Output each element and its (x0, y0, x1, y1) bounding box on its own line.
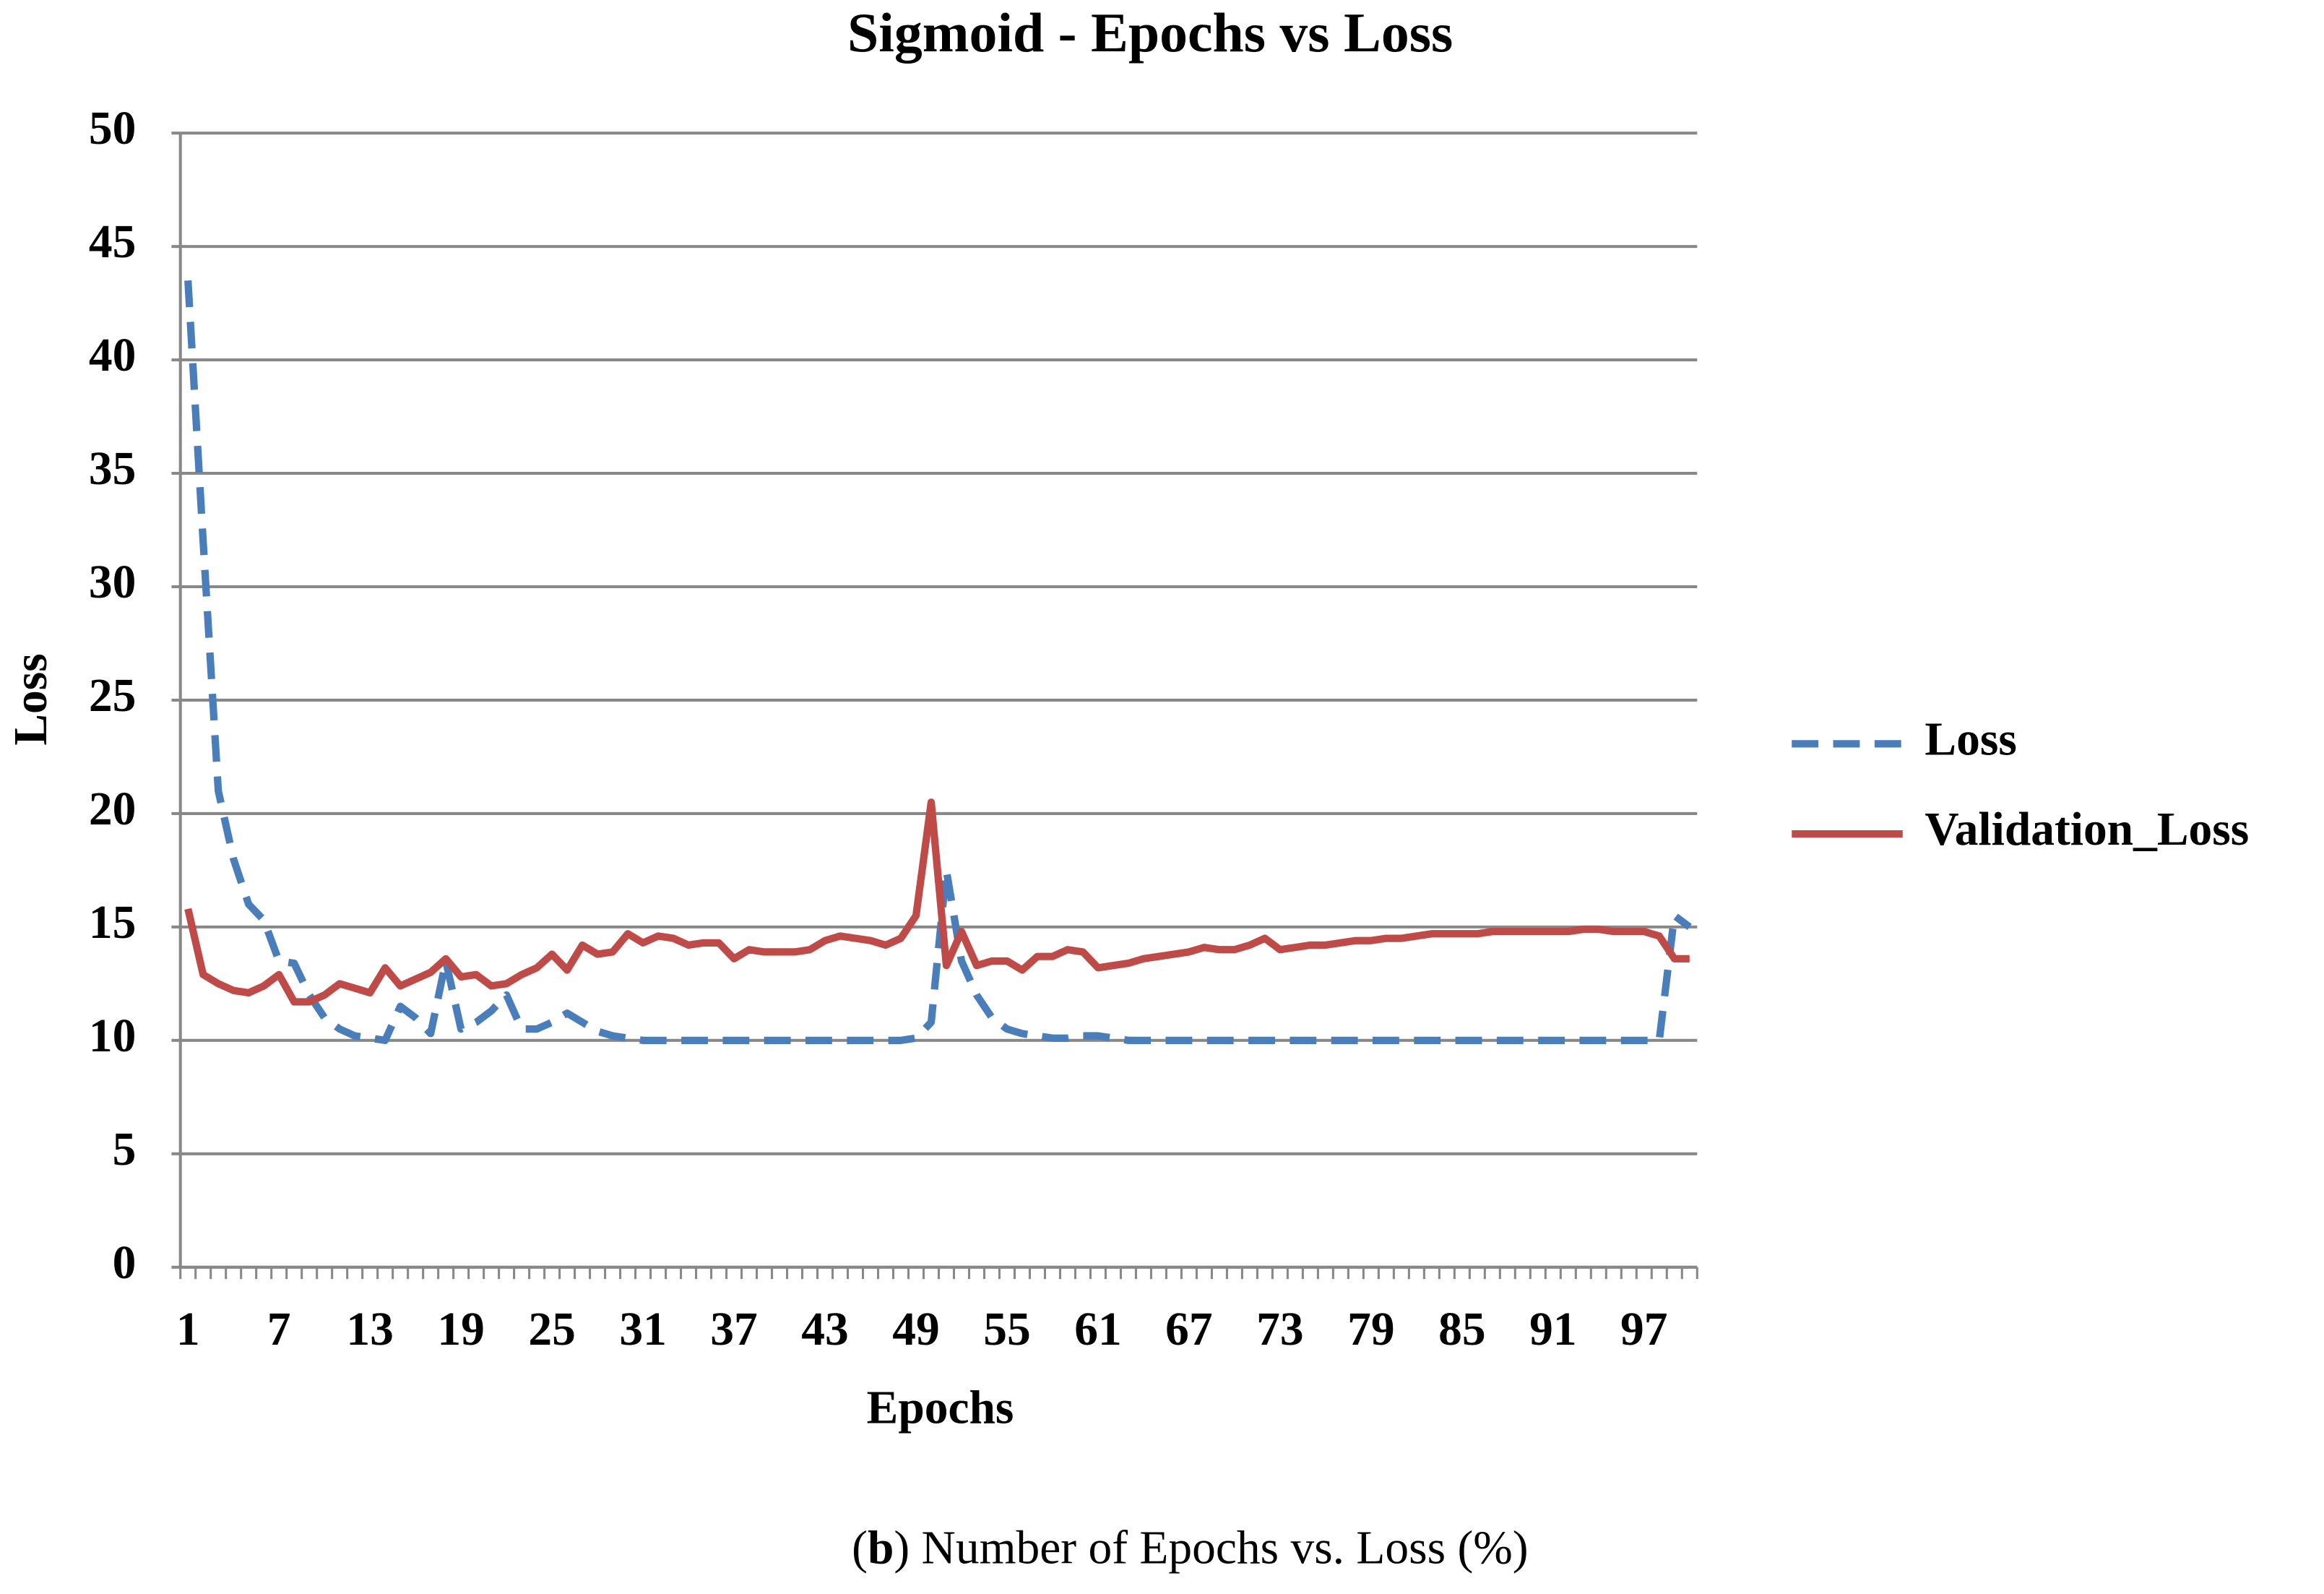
legend-label: Loss (1925, 713, 2016, 765)
x-tick-label: 85 (1438, 1304, 1485, 1356)
y-tick-label: 10 (89, 1010, 136, 1062)
x-axis-title: Epochs (867, 1382, 1014, 1434)
chart-title: Sigmoid - Epochs vs Loss (847, 1, 1453, 64)
x-tick-label: 55 (983, 1304, 1030, 1356)
x-tick-label: 37 (710, 1304, 757, 1356)
x-tick-label: 13 (346, 1304, 393, 1356)
x-tick-label: 43 (801, 1304, 848, 1356)
y-tick-label: 0 (113, 1237, 137, 1289)
x-tick-label: 73 (1256, 1304, 1303, 1356)
y-axis-title: Loss (5, 653, 57, 745)
legend-label: Validation_Loss (1925, 804, 2249, 856)
x-tick-label: 61 (1074, 1304, 1121, 1356)
caption-part: ) Number of Epochs vs. Loss (%) (894, 1522, 1528, 1574)
y-tick-label: 30 (89, 556, 136, 608)
y-tick-label: 20 (89, 783, 136, 835)
x-tick-label: 79 (1347, 1304, 1394, 1356)
series-line (184, 798, 1690, 1006)
x-tick-label: 1 (176, 1304, 200, 1356)
x-tick-label: 97 (1620, 1304, 1667, 1356)
x-tick-label: 67 (1165, 1304, 1212, 1356)
x-tick-label: 19 (437, 1304, 484, 1356)
y-tick-label: 45 (89, 216, 136, 268)
y-tick-label: 35 (89, 443, 136, 495)
x-tick-label: 49 (892, 1304, 939, 1356)
x-tick-label: 7 (267, 1304, 291, 1356)
caption-part: ( (852, 1522, 868, 1574)
y-tick-label: 50 (89, 103, 136, 155)
y-tick-label: 40 (89, 329, 136, 382)
y-tick-label: 5 (113, 1124, 137, 1176)
caption-part: b (868, 1522, 894, 1574)
x-tick-label: 25 (528, 1304, 575, 1356)
y-tick-label: 25 (89, 670, 136, 722)
x-tick-label: 31 (619, 1304, 666, 1356)
caption: (b) Number of Epochs vs. Loss (%) (852, 1522, 1528, 1574)
x-tick-label: 91 (1529, 1304, 1576, 1356)
series-line (184, 280, 1692, 1044)
y-tick-label: 15 (89, 897, 136, 949)
